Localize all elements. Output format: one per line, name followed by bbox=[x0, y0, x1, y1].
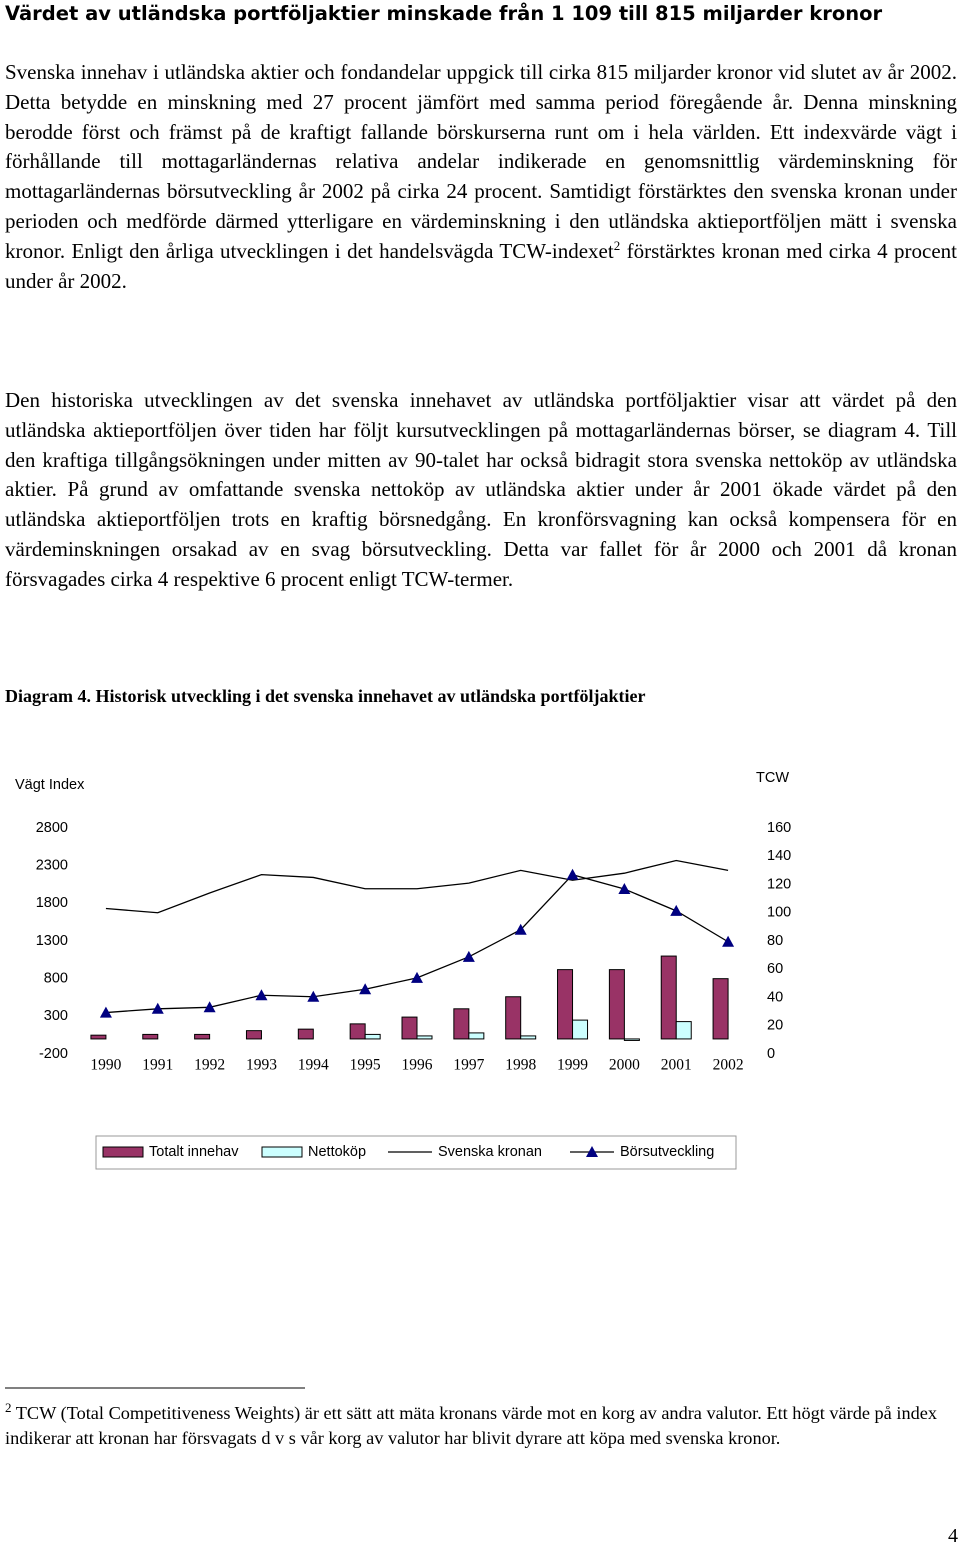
y2-tick-label: 0 bbox=[767, 1046, 775, 1062]
marker bbox=[618, 883, 631, 895]
bar bbox=[349, 1023, 366, 1040]
bar bbox=[505, 996, 522, 1040]
bar bbox=[572, 1019, 589, 1040]
footnote-ref: 2 bbox=[613, 237, 621, 253]
y-tick-label: 800 bbox=[44, 970, 68, 986]
bar bbox=[453, 1008, 470, 1040]
marker bbox=[670, 904, 683, 916]
bar bbox=[468, 1032, 485, 1040]
bar bbox=[416, 1035, 433, 1040]
y2-tick-label: 60 bbox=[767, 961, 783, 977]
bar bbox=[90, 1034, 107, 1040]
bar bbox=[401, 1016, 418, 1040]
page-number: 4 bbox=[948, 1525, 958, 1547]
legend-label: Totalt innehav bbox=[149, 1144, 239, 1160]
heading: Värdet av utländska portföljaktier minsk… bbox=[5, 2, 883, 25]
bar bbox=[660, 955, 677, 1040]
marker bbox=[307, 990, 320, 1002]
x-tick-label: 1994 bbox=[298, 1057, 329, 1074]
paragraph: Svenska innehav i utländska aktier och f… bbox=[5, 58, 957, 296]
x-tick-label: 1996 bbox=[402, 1057, 433, 1074]
marker bbox=[411, 971, 423, 983]
marker bbox=[462, 950, 475, 962]
y2-tick-label: 40 bbox=[767, 989, 783, 1005]
bar bbox=[297, 1028, 314, 1040]
marker bbox=[722, 935, 735, 947]
bar bbox=[557, 969, 574, 1040]
y-tick-label: 1300 bbox=[36, 933, 68, 949]
marker bbox=[203, 1001, 216, 1013]
x-tick-label: 1993 bbox=[246, 1057, 277, 1074]
y2-tick-label: 140 bbox=[767, 848, 791, 864]
x-tick-label: 1992 bbox=[194, 1057, 225, 1074]
footnote-marker: 2 bbox=[5, 1399, 12, 1415]
y-axis-label: Vägt Index bbox=[15, 777, 85, 793]
legend-label: Nettoköp bbox=[308, 1144, 366, 1160]
y-tick-label: 2300 bbox=[36, 857, 68, 873]
x-tick-label: 1997 bbox=[453, 1057, 484, 1074]
footnote-text: TCW (Total Competitiveness Weights) är e… bbox=[5, 1403, 937, 1448]
bar bbox=[675, 1021, 692, 1040]
marker bbox=[566, 868, 579, 880]
x-tick-label: 2002 bbox=[713, 1057, 744, 1074]
footnote: 2 TCW (Total Competitiveness Weights) är… bbox=[5, 1401, 955, 1451]
x-tick-label: 2001 bbox=[661, 1057, 692, 1074]
bar bbox=[712, 978, 729, 1040]
bar bbox=[142, 1033, 159, 1040]
x-tick-label: 1995 bbox=[350, 1057, 381, 1074]
legend-box bbox=[95, 1135, 737, 1170]
legend-swatch bbox=[261, 1146, 303, 1158]
y-tick-label: 1800 bbox=[36, 895, 68, 911]
x-tick-label: 1991 bbox=[142, 1057, 173, 1074]
y-tick-label: 300 bbox=[44, 1008, 68, 1024]
legend-label: Börsutveckling bbox=[620, 1144, 714, 1160]
paragraph: Den historiska utvecklingen av det svens… bbox=[5, 386, 957, 595]
text: Den historiska utvecklingen av det svens… bbox=[5, 388, 957, 591]
bar bbox=[245, 1030, 262, 1040]
y-tick-label: 2800 bbox=[36, 820, 68, 836]
diagram-caption: Diagram 4. Historisk utveckling i det sv… bbox=[5, 686, 646, 706]
text: Svenska innehav i utländska aktier och f… bbox=[5, 60, 957, 263]
marker bbox=[99, 1006, 112, 1018]
y2-tick-label: 120 bbox=[767, 876, 791, 892]
line bbox=[105, 859, 729, 914]
bar bbox=[608, 969, 625, 1040]
marker bbox=[586, 1146, 598, 1157]
y2-axis-label: TCW bbox=[756, 770, 789, 786]
bar bbox=[520, 1035, 537, 1040]
text: förstärktes kronan med cirka 4 procent u… bbox=[5, 238, 957, 293]
bar bbox=[623, 1038, 640, 1041]
marker bbox=[514, 923, 527, 935]
marker bbox=[359, 983, 372, 995]
bar bbox=[194, 1033, 211, 1040]
y2-tick-label: 80 bbox=[767, 933, 783, 949]
y2-tick-label: 100 bbox=[767, 905, 791, 921]
legend-swatch bbox=[102, 1146, 144, 1158]
y-tick-label: -200 bbox=[39, 1046, 68, 1062]
x-tick-label: 1998 bbox=[505, 1057, 536, 1074]
x-tick-label: 1999 bbox=[557, 1057, 588, 1074]
marker bbox=[255, 989, 268, 1001]
x-tick-label: 1990 bbox=[90, 1057, 121, 1074]
y2-tick-label: 160 bbox=[767, 820, 791, 836]
y2-tick-label: 20 bbox=[767, 1018, 783, 1034]
line bbox=[105, 873, 729, 1014]
marker bbox=[151, 1002, 164, 1014]
legend-label: Svenska kronan bbox=[438, 1144, 542, 1160]
bar bbox=[364, 1033, 381, 1040]
x-tick-label: 2000 bbox=[609, 1057, 640, 1074]
